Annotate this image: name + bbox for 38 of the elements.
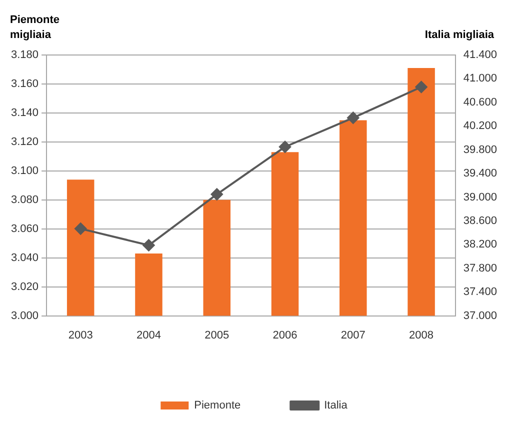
- x-tick-label: 2003: [68, 329, 93, 342]
- x-tick-label: 2008: [409, 329, 434, 342]
- y2-tick-label: 37.800: [463, 262, 498, 274]
- y-tick-label: 3.060: [10, 222, 39, 235]
- x-tick-label: 2005: [204, 329, 230, 342]
- y2-tick-label: 38.600: [463, 214, 498, 227]
- y-tick-label: 3.120: [10, 136, 39, 148]
- x-tick-label: 2007: [340, 329, 366, 342]
- y-tick-label: 3.160: [10, 78, 39, 90]
- y2-tick-label: 38.200: [463, 238, 498, 251]
- y2-tick-label: 39.400: [463, 168, 498, 180]
- y2-tick-label: 41.000: [463, 72, 498, 85]
- point: [279, 140, 292, 153]
- point: [74, 222, 87, 235]
- y2-tick-label: 39.800: [463, 144, 498, 156]
- point: [347, 112, 360, 124]
- x-tick-label: 2004: [136, 329, 161, 342]
- y2-tick-label: 40.200: [463, 120, 498, 132]
- point: [142, 239, 155, 252]
- y-tick-label: 3.080: [10, 194, 39, 206]
- y2-tick-label: 40.600: [463, 96, 498, 108]
- y-tick-label: 3.180: [10, 49, 39, 62]
- y-tick-label: 3.100: [10, 164, 39, 177]
- point: [415, 81, 428, 94]
- y2-tick-label: 41.400: [463, 49, 498, 62]
- y-tick-label: 3.140: [10, 106, 39, 119]
- legend-label: Italia: [324, 400, 348, 412]
- y2-tick-label: 37.000: [463, 310, 498, 322]
- y2-tick-label: 39.000: [463, 191, 498, 204]
- point: [210, 188, 223, 200]
- y2-tick-label: 37.400: [463, 286, 498, 298]
- y-tick-label: 3.040: [10, 252, 39, 264]
- y2-axis-title: Italia migliaia: [424, 29, 495, 42]
- y-tick-label: 3.020: [10, 280, 39, 293]
- legend-label: Piemonte: [194, 400, 241, 412]
- y-tick-label: 3.000: [10, 310, 39, 322]
- x-tick-label: 2006: [272, 329, 298, 342]
- y-axis-title: Piemonte migliaia: [10, 14, 60, 42]
